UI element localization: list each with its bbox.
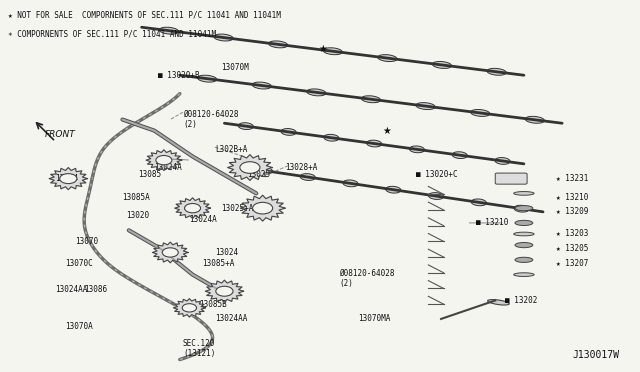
Text: ★ 13210: ★ 13210: [556, 193, 588, 202]
Text: 13086: 13086: [84, 285, 108, 294]
Ellipse shape: [515, 243, 533, 248]
Ellipse shape: [471, 199, 486, 206]
Text: 13024: 13024: [56, 174, 79, 183]
Text: 13070: 13070: [75, 237, 98, 246]
Text: 13024A: 13024A: [189, 215, 217, 224]
Text: 13020: 13020: [125, 211, 148, 220]
Text: Ø08120-64028
(2): Ø08120-64028 (2): [183, 110, 239, 129]
Text: 13070MA: 13070MA: [358, 314, 390, 323]
Text: ■ 13210: ■ 13210: [476, 218, 509, 227]
Ellipse shape: [281, 129, 296, 135]
Text: ■ 13202: ■ 13202: [505, 296, 537, 305]
Text: ∗ COMPORNENTS OF SEC.111 P/C 11041 AND 11041M: ∗ COMPORNENTS OF SEC.111 P/C 11041 AND 1…: [8, 30, 216, 39]
Circle shape: [60, 174, 77, 184]
Ellipse shape: [324, 134, 339, 141]
Ellipse shape: [214, 34, 233, 41]
Ellipse shape: [269, 41, 288, 48]
Circle shape: [182, 304, 196, 312]
Ellipse shape: [452, 152, 467, 158]
Text: 13024A: 13024A: [154, 163, 182, 172]
Polygon shape: [49, 167, 88, 190]
Circle shape: [253, 202, 273, 214]
Text: SEC.120
(13121): SEC.120 (13121): [183, 339, 216, 358]
Text: ★ 13207: ★ 13207: [556, 259, 588, 268]
Text: ★: ★: [319, 44, 328, 54]
Polygon shape: [241, 195, 285, 221]
Ellipse shape: [515, 206, 533, 211]
Circle shape: [216, 286, 233, 296]
Ellipse shape: [428, 193, 444, 199]
Ellipse shape: [433, 61, 452, 68]
Text: J130017W: J130017W: [573, 350, 620, 359]
Text: 13070M: 13070M: [221, 63, 249, 72]
Ellipse shape: [300, 174, 316, 180]
Ellipse shape: [323, 48, 342, 55]
Text: ★ 13203: ★ 13203: [556, 230, 588, 238]
Text: 13085A: 13085A: [122, 193, 150, 202]
Text: 13024: 13024: [215, 248, 238, 257]
Ellipse shape: [252, 82, 271, 89]
Text: ★ 13205: ★ 13205: [556, 244, 588, 253]
Ellipse shape: [238, 123, 253, 129]
Text: ■ 13020+C: ■ 13020+C: [415, 170, 457, 179]
Text: ■ 13020+B: ■ 13020+B: [157, 71, 199, 80]
Polygon shape: [173, 299, 205, 317]
Circle shape: [162, 248, 179, 257]
Ellipse shape: [257, 167, 273, 174]
Ellipse shape: [307, 89, 326, 96]
Text: 13085: 13085: [138, 170, 161, 179]
Ellipse shape: [514, 232, 534, 236]
Polygon shape: [205, 280, 244, 302]
Ellipse shape: [525, 116, 545, 123]
Circle shape: [156, 155, 172, 165]
Ellipse shape: [514, 192, 534, 195]
Ellipse shape: [378, 55, 397, 61]
Text: 13085+A: 13085+A: [202, 259, 234, 268]
Circle shape: [240, 162, 260, 173]
Text: 13070C: 13070C: [65, 259, 93, 268]
FancyBboxPatch shape: [495, 173, 527, 184]
Ellipse shape: [362, 96, 381, 103]
Text: 13024AA: 13024AA: [215, 314, 247, 323]
Ellipse shape: [514, 205, 529, 212]
Text: Ø08120-64028
(2): Ø08120-64028 (2): [339, 269, 395, 288]
Text: 13025+A: 13025+A: [221, 203, 253, 213]
Ellipse shape: [515, 257, 533, 262]
Polygon shape: [228, 155, 272, 180]
Ellipse shape: [410, 146, 424, 153]
Polygon shape: [152, 242, 188, 263]
Polygon shape: [146, 150, 182, 170]
Text: 13085B: 13085B: [199, 300, 227, 309]
Text: 13028+A: 13028+A: [285, 163, 317, 172]
Text: FRONT: FRONT: [45, 130, 76, 139]
Polygon shape: [175, 198, 211, 218]
Text: ★ 13209: ★ 13209: [556, 207, 588, 217]
Ellipse shape: [416, 103, 435, 109]
Ellipse shape: [470, 109, 490, 116]
Text: 13024AA: 13024AA: [56, 285, 88, 294]
Ellipse shape: [198, 75, 217, 82]
Text: ★ NOT FOR SALE  COMPORNENTS OF SEC.111 P/C 11041 AND 11041M: ★ NOT FOR SALE COMPORNENTS OF SEC.111 P/…: [8, 11, 280, 20]
Text: 13070A: 13070A: [65, 322, 93, 331]
Ellipse shape: [495, 158, 510, 164]
Ellipse shape: [515, 220, 533, 225]
Text: ★: ★: [383, 126, 391, 136]
Circle shape: [184, 203, 200, 213]
Ellipse shape: [367, 140, 382, 147]
Ellipse shape: [159, 27, 179, 34]
Ellipse shape: [514, 273, 534, 276]
Text: 13025: 13025: [246, 170, 270, 179]
Ellipse shape: [343, 180, 358, 187]
Ellipse shape: [488, 299, 509, 305]
Ellipse shape: [487, 68, 506, 75]
Text: ★ 13231: ★ 13231: [556, 174, 588, 183]
Ellipse shape: [386, 186, 401, 193]
Text: L302B+A: L302B+A: [215, 145, 247, 154]
